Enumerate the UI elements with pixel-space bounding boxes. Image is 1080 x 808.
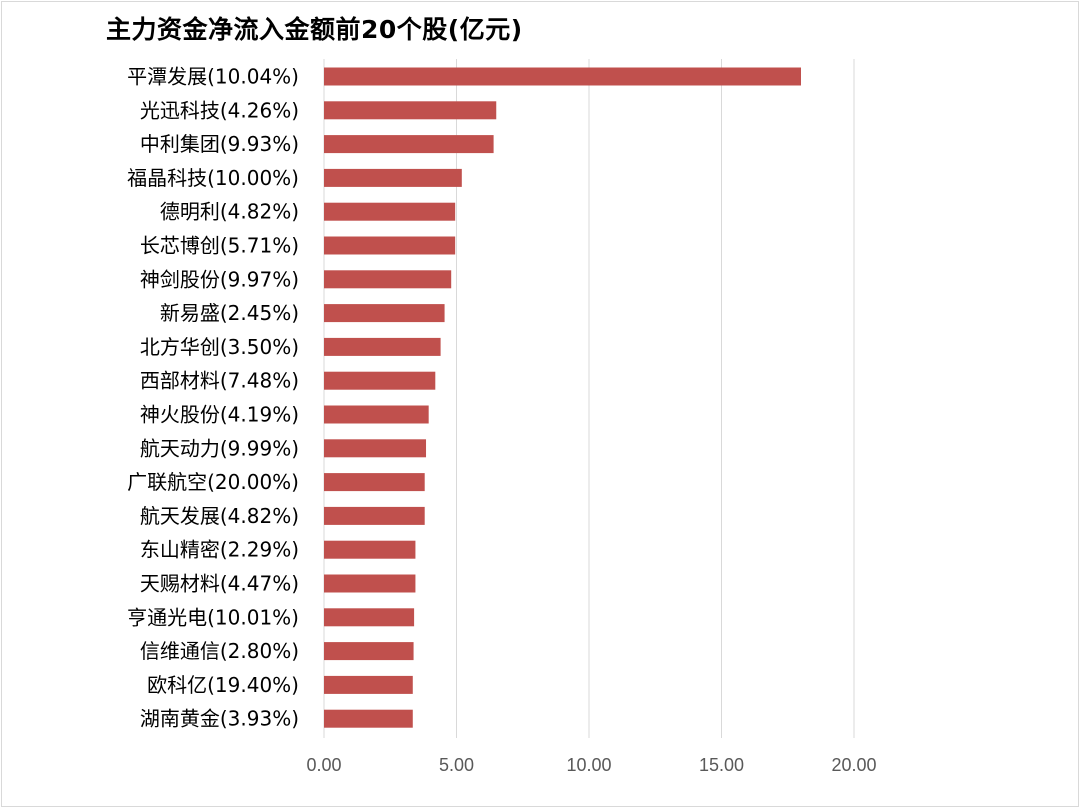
category-labels: 平潭发展(10.04%) 光迅科技(4.26%) 中利集团(9.93%) 福晶科技(1… — [127, 65, 299, 731]
bar — [324, 202, 456, 221]
bar — [324, 236, 456, 255]
x-tick-label: 10.00 — [566, 755, 611, 775]
category-label: 亨通光电(10.01%) — [127, 605, 299, 629]
category-label: 航天发展(4.82%) — [140, 504, 299, 528]
bar — [324, 101, 497, 120]
bar — [324, 608, 415, 627]
chart-title: 主力资金净流入金额前20个股(亿元) — [106, 15, 523, 44]
category-label: 长芯博创(5.71%) — [140, 234, 299, 258]
bar — [324, 675, 413, 694]
bars — [324, 67, 801, 728]
x-axis-tick-labels: 0.00 5.00 10.00 15.00 20.00 — [306, 755, 876, 775]
bar — [324, 439, 427, 458]
bar — [324, 473, 425, 492]
bar — [324, 304, 445, 323]
category-label: 航天动力(9.99%) — [140, 436, 299, 460]
category-label: 信维通信(2.80%) — [140, 639, 299, 663]
bar — [324, 642, 414, 661]
category-label: 新易盛(2.45%) — [160, 301, 299, 325]
bar — [324, 506, 425, 525]
bar — [324, 540, 416, 559]
category-label: 中利集团(9.93%) — [140, 132, 299, 156]
x-tick-label: 15.00 — [699, 755, 744, 775]
bar — [324, 371, 436, 390]
category-label: 西部材料(7.48%) — [140, 369, 299, 393]
category-label: 平潭发展(10.04%) — [127, 65, 299, 89]
x-tick-label: 20.00 — [831, 755, 876, 775]
bar — [324, 135, 494, 154]
category-label: 神火股份(4.19%) — [140, 403, 299, 427]
category-label: 东山精密(2.29%) — [140, 538, 299, 562]
category-label: 广联航空(20.00%) — [127, 470, 299, 494]
bar — [324, 270, 452, 289]
bar — [324, 405, 429, 424]
category-label: 神剑股份(9.97%) — [140, 267, 299, 291]
bar — [324, 709, 413, 728]
category-label: 湖南黄金(3.93%) — [140, 707, 299, 731]
gridlines — [323, 59, 855, 738]
x-tick-label: 0.00 — [306, 755, 341, 775]
bar — [324, 67, 801, 86]
category-label: 光迅科技(4.26%) — [140, 98, 299, 122]
category-label: 福晶科技(10.00%) — [127, 166, 299, 190]
category-label: 天赐材料(4.47%) — [140, 572, 299, 596]
x-tick-label: 5.00 — [439, 755, 474, 775]
category-label: 德明利(4.82%) — [160, 200, 299, 224]
bar — [324, 168, 462, 187]
bar — [324, 574, 416, 593]
category-label: 欧科亿(19.40%) — [147, 673, 299, 697]
bar — [324, 337, 441, 356]
category-label: 北方华创(3.50%) — [140, 335, 299, 359]
